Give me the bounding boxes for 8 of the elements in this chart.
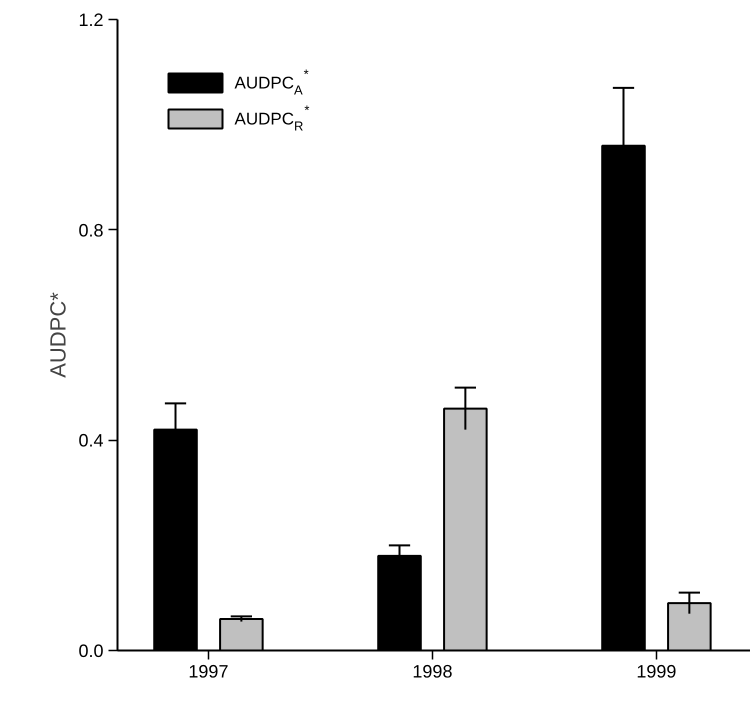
y-axis-title: AUDPC* [45, 292, 70, 378]
x-tick-label: 1999 [636, 662, 676, 682]
x-tick-label: 1998 [412, 662, 452, 682]
y-tick-label: 1.2 [78, 10, 104, 30]
x-tick-label: 1997 [188, 662, 228, 682]
y-tick-label: 0.0 [78, 641, 104, 661]
y-tick-label: 0.8 [78, 220, 104, 240]
y-tick-label: 0.4 [78, 430, 104, 451]
